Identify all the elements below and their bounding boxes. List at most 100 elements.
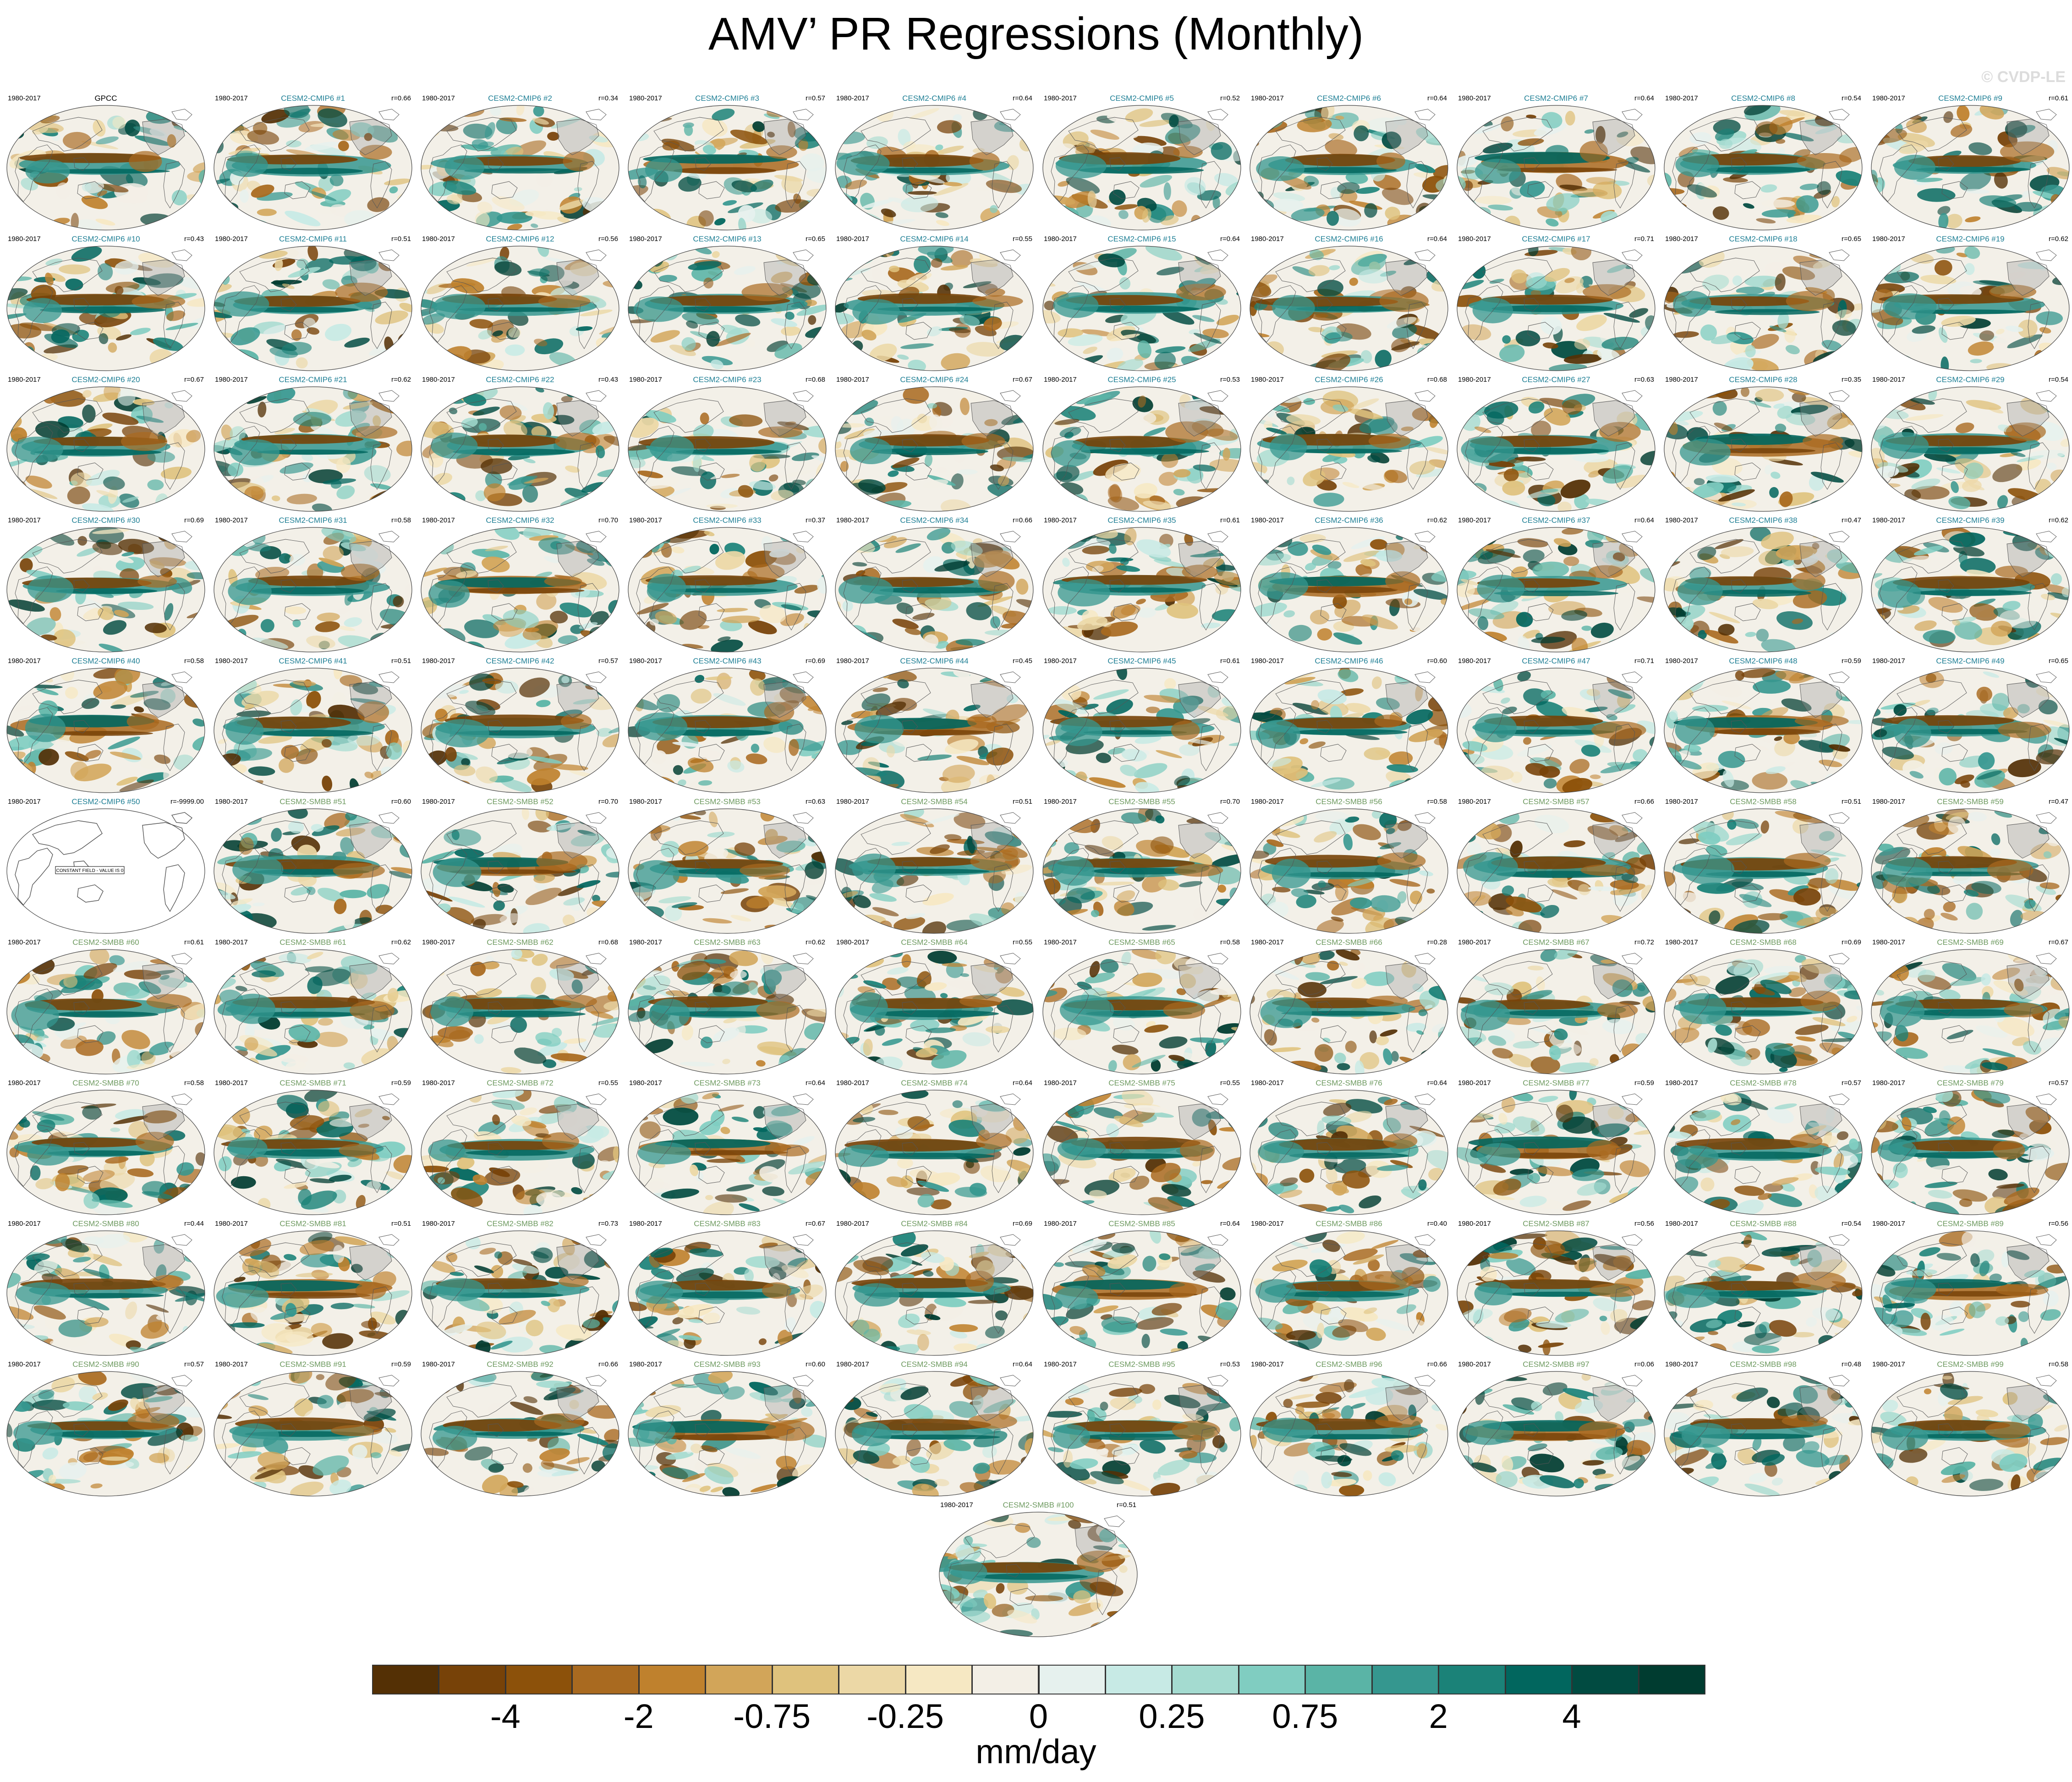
coastline bbox=[280, 861, 297, 874]
coastline bbox=[1000, 953, 1021, 965]
coastline bbox=[349, 119, 392, 155]
colorbar-tick-label: -0.25 bbox=[866, 1697, 944, 1735]
coastline bbox=[163, 302, 185, 349]
colorbar bbox=[372, 1665, 1705, 1694]
coastline bbox=[1113, 181, 1140, 199]
panel-period: 1980-2017 bbox=[215, 516, 248, 524]
coastline bbox=[239, 1383, 310, 1418]
panel-title: GPCC bbox=[94, 94, 117, 103]
map-outline bbox=[835, 105, 1034, 230]
panel-title: CESM2-CMIP6 #32 bbox=[486, 516, 554, 525]
regression-map bbox=[214, 246, 412, 371]
coastline bbox=[1820, 583, 1842, 631]
coastline bbox=[1938, 1283, 1954, 1296]
panel-period: 1980-2017 bbox=[1251, 376, 1284, 384]
anomaly-field bbox=[6, 107, 205, 230]
anomaly-field bbox=[628, 387, 826, 511]
coastline bbox=[1406, 302, 1428, 349]
coastline bbox=[1199, 724, 1221, 771]
colorbar-box bbox=[1438, 1665, 1506, 1694]
panel-period: 1980-2017 bbox=[629, 94, 662, 102]
coastline bbox=[653, 680, 724, 714]
regression-map bbox=[835, 246, 1034, 371]
coastline bbox=[1734, 1306, 1761, 1325]
map-outline bbox=[1250, 527, 1448, 652]
map-panel: 1980-2017 CESM2-CMIP6 #48 r=0.59 bbox=[1660, 657, 1867, 797]
panel-title: CESM2-SMBB #91 bbox=[280, 1360, 346, 1369]
coastline bbox=[1385, 119, 1428, 155]
map-panel: 1980-2017 CESM2-CMIP6 #20 r=0.67 bbox=[2, 376, 209, 516]
panel-period: 1980-2017 bbox=[1872, 1079, 1905, 1087]
map-panel: 1980-2017 CESM2-SMBB #84 r=0.69 bbox=[831, 1220, 1038, 1360]
coastline bbox=[1275, 1102, 1346, 1136]
anomaly-field bbox=[628, 949, 826, 1074]
coastline bbox=[2006, 400, 2050, 437]
coastline bbox=[1482, 820, 1553, 855]
coastline bbox=[142, 681, 185, 718]
panel-period: 1980-2017 bbox=[8, 657, 41, 665]
coastline bbox=[763, 822, 806, 859]
coastline bbox=[1524, 579, 1540, 593]
coastline bbox=[77, 884, 104, 903]
panel-correlation: r=0.60 bbox=[806, 1360, 825, 1368]
map-panel: 1980-2017 CESM2-CMIP6 #37 r=0.64 bbox=[1453, 516, 1660, 657]
coastline bbox=[586, 531, 607, 543]
coastline bbox=[429, 566, 467, 624]
coastline bbox=[1258, 566, 1296, 624]
coastline bbox=[763, 119, 806, 155]
coastline bbox=[284, 1447, 311, 1465]
coastline bbox=[861, 117, 931, 152]
panel-period: 1980-2017 bbox=[1458, 235, 1491, 243]
panel-correlation: r=0.64 bbox=[1013, 1079, 1032, 1087]
regression-map bbox=[835, 808, 1034, 934]
coastline bbox=[349, 963, 392, 999]
anomaly-field bbox=[214, 387, 412, 511]
coastline bbox=[1879, 285, 1918, 343]
coastline bbox=[1051, 988, 1089, 1046]
coastline bbox=[73, 1283, 90, 1296]
regression-map bbox=[1664, 105, 1863, 230]
coastline bbox=[1689, 398, 1760, 433]
coastline bbox=[1672, 426, 1710, 483]
coastline bbox=[349, 681, 392, 718]
anomaly-field bbox=[1250, 809, 1448, 933]
coastline bbox=[1672, 1129, 1710, 1187]
map-panel: 1980-2017 CESM2-SMBB #65 r=0.58 bbox=[1038, 938, 1245, 1079]
map-outline bbox=[421, 1090, 619, 1215]
map-outline bbox=[1664, 1090, 1863, 1215]
panel-period: 1980-2017 bbox=[1458, 1220, 1491, 1228]
panel-title: CESM2-SMBB #66 bbox=[1316, 938, 1382, 947]
coastline bbox=[992, 1427, 1014, 1475]
regression-map bbox=[1042, 246, 1241, 371]
coastline bbox=[1672, 848, 1710, 905]
map-panel: 1980-2017 CESM2-CMIP6 #47 r=0.71 bbox=[1453, 657, 1660, 797]
panel-period: 1980-2017 bbox=[215, 1220, 248, 1228]
map-outline bbox=[1042, 1371, 1241, 1497]
map-outline bbox=[214, 1371, 412, 1497]
panel-title: CESM2-CMIP6 #9 bbox=[1938, 94, 2002, 103]
panel-title: CESM2-CMIP6 #26 bbox=[1315, 375, 1383, 384]
panel-correlation: r=0.43 bbox=[184, 235, 204, 243]
coastline bbox=[586, 671, 607, 683]
coastline bbox=[1465, 566, 1503, 624]
panel-title: CESM2-CMIP6 #27 bbox=[1522, 375, 1590, 384]
panel-period: 1980-2017 bbox=[1251, 798, 1284, 806]
coastline bbox=[32, 1383, 103, 1418]
map-outline bbox=[1457, 246, 1655, 371]
coastline bbox=[1414, 109, 1436, 121]
map-outline bbox=[6, 105, 205, 230]
colorbar-box bbox=[505, 1665, 573, 1694]
panel-period: 1980-2017 bbox=[629, 376, 662, 384]
panel-correlation: r=0.70 bbox=[598, 798, 618, 806]
coastline bbox=[1258, 988, 1296, 1046]
coastline bbox=[843, 285, 882, 343]
panel-title: CESM2-SMBB #81 bbox=[280, 1219, 346, 1228]
coastline bbox=[763, 259, 806, 296]
panel-title: CESM2-SMBB #61 bbox=[280, 938, 346, 947]
coastline bbox=[1829, 531, 1850, 543]
map-outline bbox=[6, 668, 205, 793]
coastline bbox=[1897, 1242, 1967, 1277]
map-panel: 1980-2017 CESM2-CMIP6 #30 r=0.69 bbox=[2, 516, 209, 657]
map-outline bbox=[628, 1090, 827, 1215]
panel-title: CESM2-SMBB #88 bbox=[1730, 1219, 1797, 1228]
